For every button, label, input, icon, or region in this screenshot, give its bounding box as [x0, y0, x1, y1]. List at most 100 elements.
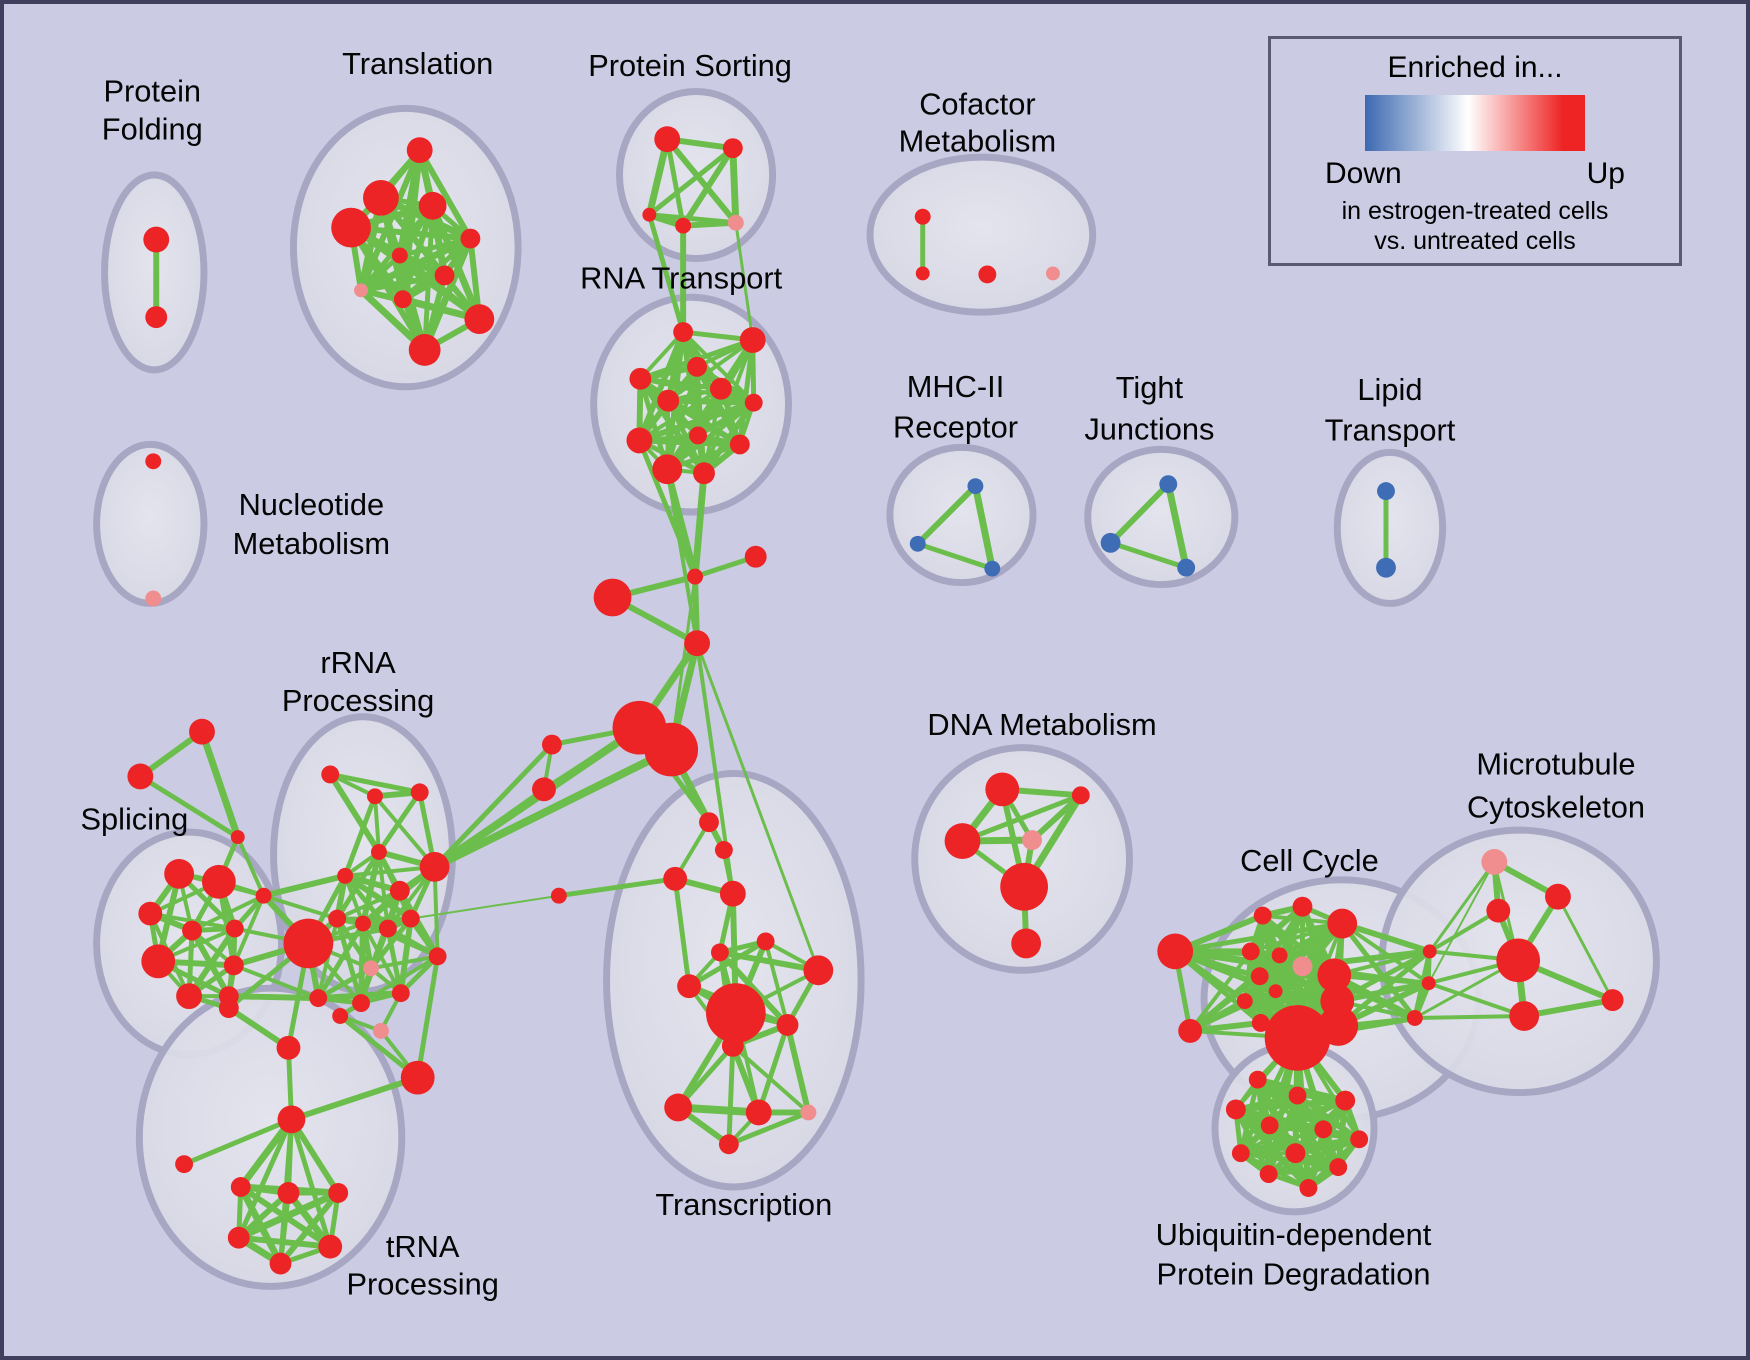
node-b8: [532, 777, 556, 802]
node-tx11: [718, 1134, 739, 1155]
node-rt3: [687, 356, 707, 377]
edge-tbh-th3: [288, 1116, 342, 1196]
cluster-label-rrna-processing-line2: Processing: [282, 683, 434, 718]
edge-r2-r7: [372, 794, 437, 869]
node-tx14: [663, 866, 688, 891]
legend-caption-line1: in estrogen-treated cells: [1341, 197, 1609, 225]
node-s5: [225, 919, 244, 938]
node-cc4: [1292, 896, 1313, 917]
node-r11: [378, 919, 397, 938]
cluster-label-protein-folding-line2: Folding: [102, 111, 203, 146]
node-t10: [464, 304, 495, 335]
node-u5: [1260, 1116, 1279, 1135]
node-cn3: [1406, 1010, 1423, 1026]
node-mc1: [1481, 849, 1508, 875]
edge-m2-m3: [915, 541, 995, 572]
node-rt12: [693, 462, 715, 485]
edge-rt4-rt12: [637, 375, 707, 477]
node-j3: [1177, 558, 1196, 577]
node-tx15: [719, 880, 746, 907]
node-tx1: [710, 943, 729, 962]
cluster-label-lipid-transport-line2: Transport: [1325, 413, 1456, 448]
edge-cn2-mc5: [1426, 981, 1527, 1018]
cluster-label-microtubule-cytoskeleton-line1: Microtubule: [1476, 747, 1635, 782]
edge-tx6-tx9: [756, 1022, 791, 1115]
edge-t4-t11: [348, 224, 428, 353]
edge-t4-t5: [348, 224, 474, 242]
edge-tx7-tx10: [730, 1043, 811, 1115]
edge-rt11-b4: [665, 467, 700, 646]
edge-r13-r14: [368, 954, 440, 971]
node-b3: [744, 545, 767, 568]
edge-cc5-cn3: [1339, 921, 1418, 1021]
node-tx13: [714, 841, 733, 859]
edge-u10-u11: [1266, 1164, 1341, 1177]
edge-s4-s10: [190, 893, 266, 933]
cluster-label-dna-metabolism-line1: DNA Metabolism: [927, 707, 1156, 742]
edge-ot1-ot3: [198, 728, 242, 841]
edge-j2-j3: [1108, 540, 1189, 571]
node-r3: [410, 783, 429, 802]
edge-r10-r15: [315, 921, 366, 1001]
edge-cc1-cc5: [1172, 921, 1345, 954]
node-mc6: [1601, 989, 1624, 1012]
node-ot2: [127, 763, 154, 790]
edge-r1-r3: [327, 771, 423, 795]
edge-rt6-rt7: [665, 397, 757, 406]
node-u4: [1225, 1099, 1246, 1120]
edge-ps2-ps4: [680, 145, 736, 229]
edge-ps2-ps5: [729, 144, 740, 227]
node-s3: [138, 901, 163, 926]
cluster-label-ubiquitin-degradation-line2: Protein Degradation: [1157, 1257, 1431, 1292]
node-x3: [400, 1060, 435, 1095]
node-cn2: [1421, 976, 1436, 991]
edge-j1-j3: [1164, 480, 1190, 572]
edge-ot2-ot3: [137, 773, 241, 840]
node-mc2: [1545, 883, 1571, 910]
node-t5: [460, 228, 481, 249]
legend-gradient-bar: [1365, 95, 1585, 151]
edge-r7-b6: [430, 745, 676, 871]
node-pf1: [143, 226, 170, 253]
node-ps3: [642, 207, 657, 222]
legend: Enriched in... Down Up in estrogen-treat…: [1268, 36, 1682, 266]
edge-tx1-tx6: [716, 949, 791, 1028]
cluster-label-cell-cycle-line1: Cell Cycle: [1240, 843, 1379, 878]
node-ps4: [675, 217, 692, 234]
cluster-ellipse-mhc-ii-receptor: [886, 443, 1037, 587]
edge-t7-t8: [358, 272, 448, 294]
node-j1: [1159, 475, 1178, 494]
node-tbl: [175, 1155, 194, 1174]
node-t11: [408, 334, 441, 366]
edge-ps3-rt1: [646, 212, 686, 335]
nodes-layer: [127, 126, 1624, 1275]
node-rt1: [673, 322, 694, 342]
edge-x3-r14: [415, 953, 441, 1081]
node-rt5: [709, 377, 732, 400]
node-mc5: [1509, 1001, 1540, 1031]
node-t3: [418, 191, 447, 220]
node-cm2: [915, 266, 930, 281]
node-u12: [1299, 1179, 1318, 1197]
node-t1: [406, 137, 433, 164]
edge-r2-r5: [342, 793, 378, 879]
node-j2: [1100, 532, 1121, 553]
node-cc6: [1241, 942, 1260, 961]
edge-rt2-rt10: [737, 337, 756, 447]
edge-r12-r13: [368, 916, 414, 971]
edge-cn1-mc3: [1427, 908, 1501, 954]
node-s8: [176, 983, 202, 1010]
edge-tbl-tbh: [181, 1116, 294, 1167]
edge-mc5-mc6: [1521, 997, 1616, 1019]
node-cc16: [1318, 1006, 1359, 1046]
node-tx9: [745, 1099, 772, 1126]
cluster-ellipse-tight-junctions: [1084, 445, 1239, 589]
node-r14: [428, 947, 447, 966]
node-cm3: [978, 265, 997, 284]
edge-cc4-cc6: [1247, 903, 1306, 955]
cluster-label-transcription-line1: Transcription: [655, 1187, 832, 1222]
edge-th3-th4: [235, 1189, 342, 1242]
node-b1: [593, 578, 632, 617]
edge-ps1-ps4: [664, 136, 686, 229]
